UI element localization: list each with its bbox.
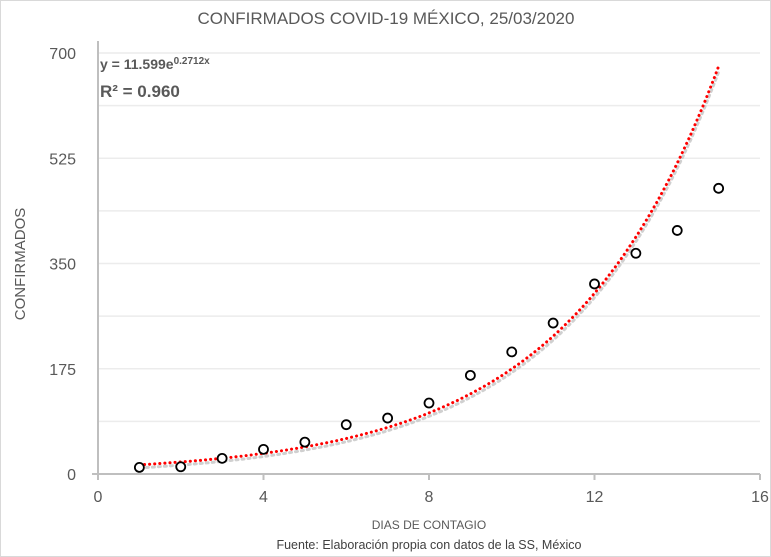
- trendline: [137, 64, 721, 467]
- data-point: [671, 225, 683, 236]
- data-point: [258, 443, 269, 455]
- x-tick-label: 16: [751, 489, 769, 506]
- x-tick-label: 0: [94, 489, 103, 506]
- y-tick-label: 700: [49, 46, 76, 63]
- data-point: [547, 317, 559, 329]
- y-tick-label: 0: [67, 467, 76, 484]
- y-tick-label: 525: [49, 151, 76, 168]
- data-point: [382, 412, 394, 424]
- data-point: [589, 278, 600, 290]
- data-point: [340, 419, 352, 431]
- trendline-shadow: [138, 67, 722, 470]
- data-point: [464, 369, 476, 381]
- data-point: [133, 461, 145, 473]
- x-axis-label: DIAS DE CONTAGIO: [372, 518, 486, 532]
- data-point: [423, 397, 435, 409]
- data-point: [175, 461, 187, 473]
- data-point: [713, 182, 725, 194]
- x-tick-label: 4: [259, 489, 268, 506]
- x-tick-label: 12: [586, 489, 604, 506]
- data-point: [630, 247, 642, 259]
- data-point: [299, 436, 311, 448]
- y-axis-label: CONFIRMADOS: [12, 208, 29, 321]
- data-point: [506, 346, 518, 358]
- y-tick-label: 350: [49, 257, 76, 274]
- data-point: [216, 452, 228, 464]
- trend-equation: y = 11.599e0.2712x: [100, 56, 210, 72]
- source-note: Fuente: Elaboración propia con datos de …: [276, 538, 581, 552]
- r-squared: R² = 0.960: [100, 82, 180, 101]
- x-tick-label: 8: [425, 489, 434, 506]
- chart-title: CONFIRMADOS COVID-19 MÉXICO, 25/03/2020: [198, 9, 575, 28]
- y-tick-label: 175: [49, 362, 76, 379]
